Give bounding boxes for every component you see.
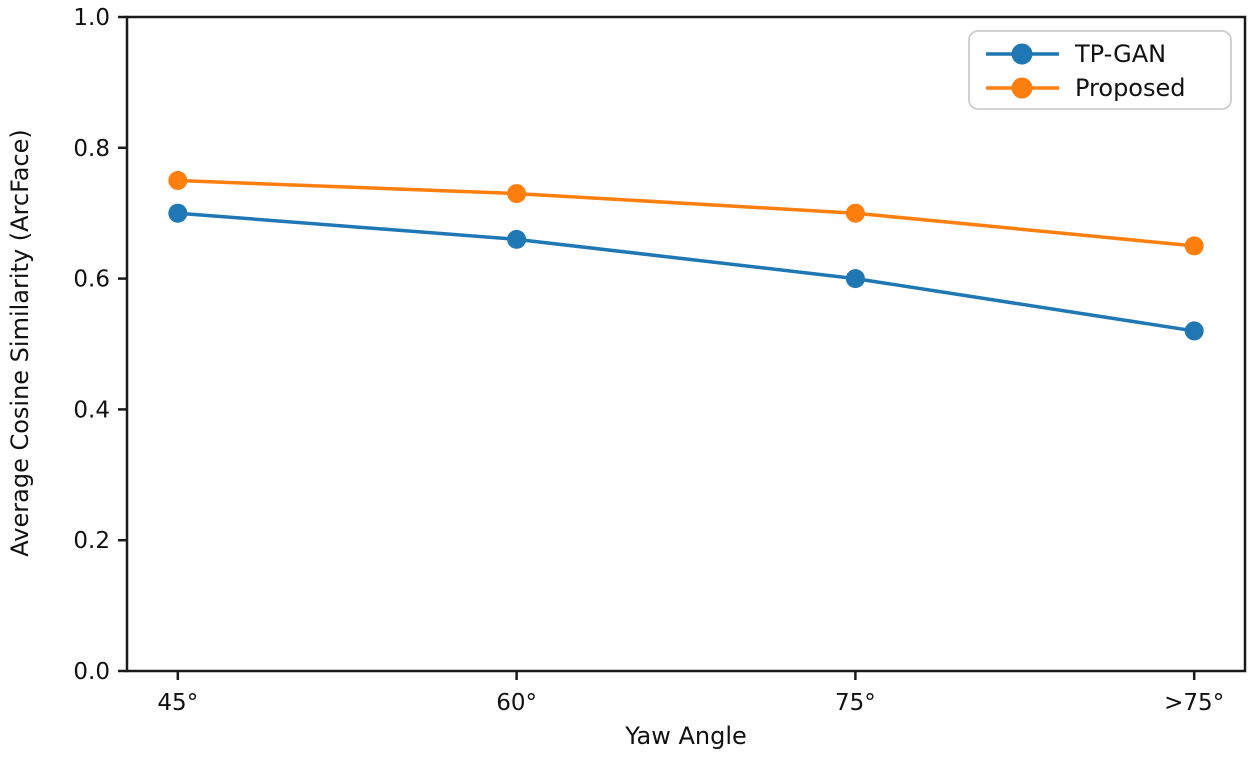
axis-ticks: 0.0 0.2 0.4 0.6 0.8 1.0 45° 60° 75° >75°	[73, 5, 1224, 716]
legend-label-proposed: Proposed	[1075, 74, 1186, 102]
data-point-proposed	[168, 171, 188, 190]
y-tick-label: 0.0	[73, 659, 110, 685]
x-axis-label: Yaw Angle	[624, 722, 747, 750]
y-tick-label: 0.4	[73, 397, 110, 423]
plot-area	[125, 15, 1247, 673]
data-point-proposed	[507, 184, 527, 204]
x-tick-label: 45°	[157, 690, 198, 716]
data-point-proposed	[1184, 236, 1204, 256]
data-series	[168, 171, 1204, 341]
legend: TP-GAN Proposed	[968, 30, 1232, 110]
legend-marker	[1011, 77, 1033, 99]
data-point-proposed	[845, 203, 865, 223]
data-point-tp-gan	[845, 269, 865, 289]
x-tick-label: 60°	[496, 690, 537, 716]
y-axis-label: Average Cosine Similarity (ArcFace)	[6, 129, 34, 556]
data-point-tp-gan	[168, 203, 188, 223]
y-tick-label: 1.0	[73, 5, 110, 31]
x-tick-label: >75°	[1164, 690, 1224, 716]
legend-label-tp-gan: TP-GAN	[1074, 40, 1166, 68]
y-tick-label: 0.6	[73, 267, 110, 293]
y-tick-label: 0.8	[73, 136, 110, 162]
legend-marker	[1011, 43, 1033, 65]
series-line-proposed	[176, 178, 1196, 248]
plot-spines	[125, 15, 1247, 673]
x-tick-label: 75°	[835, 690, 876, 716]
data-point-tp-gan	[507, 229, 527, 249]
data-point-tp-gan	[1184, 321, 1204, 341]
series-line-tp-gan	[176, 211, 1196, 333]
y-tick-label: 0.2	[73, 528, 110, 554]
